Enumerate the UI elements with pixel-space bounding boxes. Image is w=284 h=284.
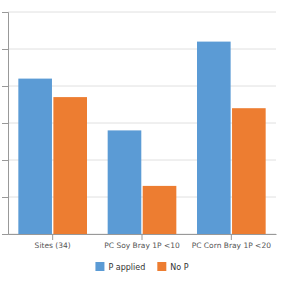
y-tick-mark <box>2 234 8 235</box>
y-tick <box>2 197 8 198</box>
bar <box>53 97 87 234</box>
legend-swatch <box>157 262 166 271</box>
plot: Sites (34) PC Soy Bray 1P <10 PC Corn Bray… <box>2 12 277 250</box>
y-tick <box>2 234 8 235</box>
x-axis: Sites (34) PC Soy Bray 1P <10 PC Corn Bray… <box>9 234 277 250</box>
x-tick: Sites (34) <box>35 234 71 250</box>
bar-series <box>53 97 265 234</box>
bar <box>232 108 266 234</box>
bar <box>18 79 52 234</box>
legend-label: P applied <box>108 263 145 272</box>
y-tick <box>2 86 8 87</box>
grid <box>8 12 276 234</box>
y-tick-mark <box>2 160 8 161</box>
y-tick <box>2 160 8 161</box>
x-tick-label: PC Corn Bray 1P <20 <box>192 241 271 250</box>
y-tick-mark <box>2 12 8 13</box>
grid-line <box>8 12 276 13</box>
x-tick-mark <box>231 234 232 240</box>
x-tick-mark <box>142 234 143 240</box>
legend-item: No P <box>157 262 188 272</box>
bars <box>18 42 265 234</box>
legend-item: P applied <box>95 262 145 272</box>
y-tick-mark <box>2 86 8 87</box>
y-tick-mark <box>2 197 8 198</box>
legend-label: No P <box>170 263 188 272</box>
y-tick-mark <box>2 49 8 50</box>
y-tick <box>2 12 8 13</box>
x-tick: PC Soy Bray 1P <10 <box>104 234 180 250</box>
bar <box>197 42 231 234</box>
grid-line <box>8 49 276 50</box>
x-tick-label: PC Soy Bray 1P <10 <box>104 241 180 250</box>
x-tick: PC Corn Bray 1P <20 <box>192 234 271 250</box>
legend-swatch <box>95 262 104 271</box>
legend: P applied No P <box>95 262 188 272</box>
bar-series <box>18 42 230 234</box>
y-tick-mark <box>2 123 8 124</box>
bar <box>143 186 177 234</box>
bar <box>108 130 142 234</box>
chart: Sites (34) PC Soy Bray 1P <10 PC Corn Bray… <box>0 0 284 284</box>
y-axis-line <box>2 13 9 235</box>
y-tick <box>2 123 8 124</box>
x-tick-label: Sites (34) <box>35 241 71 250</box>
y-axis <box>2 13 9 235</box>
y-tick <box>2 49 8 50</box>
x-tick-mark <box>52 234 53 240</box>
